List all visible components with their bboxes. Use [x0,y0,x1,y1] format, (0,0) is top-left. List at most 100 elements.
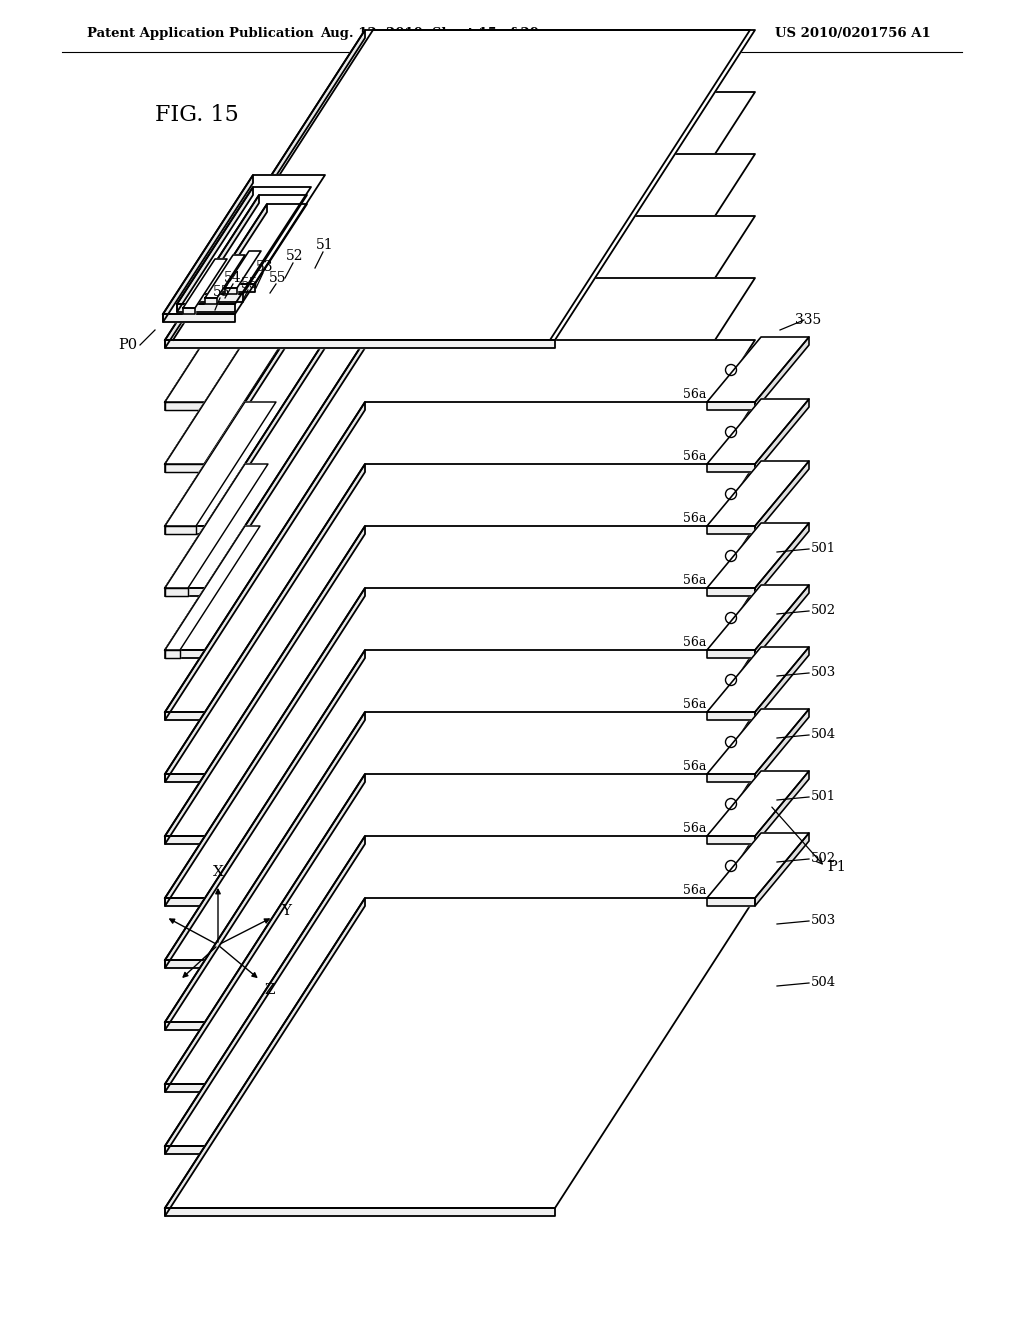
Polygon shape [165,92,365,411]
Polygon shape [707,836,755,843]
Polygon shape [755,771,809,843]
Polygon shape [165,774,365,1092]
Text: Z: Z [265,983,275,997]
Polygon shape [755,523,809,597]
Polygon shape [165,341,284,465]
Polygon shape [165,649,365,968]
Polygon shape [165,525,196,535]
Text: 56a: 56a [683,388,707,400]
Polygon shape [165,1084,555,1092]
Polygon shape [165,587,555,597]
Text: 55: 55 [213,285,230,300]
Text: 55: 55 [269,271,287,285]
Polygon shape [707,337,809,403]
Polygon shape [165,279,292,403]
Polygon shape [165,30,365,348]
Polygon shape [195,195,307,294]
Polygon shape [707,403,755,411]
Polygon shape [165,465,204,473]
Text: 56a: 56a [683,759,707,772]
Text: 56a: 56a [683,511,707,524]
Polygon shape [165,649,180,657]
Polygon shape [165,525,365,843]
Polygon shape [165,341,555,348]
Polygon shape [165,216,755,525]
Polygon shape [165,465,268,587]
Polygon shape [707,711,755,719]
Polygon shape [165,774,755,1084]
Polygon shape [165,649,555,657]
Polygon shape [165,154,365,473]
Polygon shape [165,711,365,1030]
Polygon shape [755,833,809,906]
Text: 52: 52 [287,249,304,263]
Polygon shape [707,833,809,898]
Polygon shape [225,251,261,288]
Polygon shape [165,154,755,465]
Polygon shape [755,461,809,535]
Text: 502: 502 [811,605,837,618]
Text: 501: 501 [811,543,837,556]
Polygon shape [165,403,555,411]
Polygon shape [165,898,555,906]
Polygon shape [165,898,755,1208]
Polygon shape [707,585,809,649]
Polygon shape [707,525,755,535]
Polygon shape [165,587,188,597]
Polygon shape [177,187,253,312]
Polygon shape [165,403,365,719]
Polygon shape [165,836,555,843]
Text: US 2010/0201756 A1: US 2010/0201756 A1 [775,26,931,40]
Polygon shape [165,465,555,473]
Polygon shape [205,255,245,298]
Polygon shape [707,774,755,781]
Polygon shape [707,523,809,587]
Polygon shape [163,176,253,322]
Polygon shape [215,284,255,292]
Polygon shape [165,30,755,341]
Polygon shape [165,279,365,597]
Text: Aug. 12, 2010  Sheet 15 of 29: Aug. 12, 2010 Sheet 15 of 29 [321,26,540,40]
Text: 56a: 56a [683,450,707,462]
Text: 53: 53 [256,260,273,275]
Polygon shape [177,304,234,312]
Polygon shape [165,711,755,1022]
Polygon shape [755,585,809,657]
Polygon shape [165,279,755,587]
Polygon shape [165,341,365,657]
Polygon shape [215,205,267,292]
Text: 56a: 56a [683,697,707,710]
Text: 504: 504 [811,729,837,742]
Polygon shape [755,337,809,411]
Polygon shape [755,399,809,473]
Text: 51: 51 [316,238,334,252]
Polygon shape [707,898,755,906]
Polygon shape [707,465,755,473]
Polygon shape [165,403,212,411]
Text: Y: Y [281,904,291,917]
Text: 54: 54 [224,271,242,285]
Polygon shape [165,774,555,781]
Text: Patent Application Publication: Patent Application Publication [87,26,313,40]
Polygon shape [165,898,365,1216]
Polygon shape [755,647,809,719]
Text: 504: 504 [811,977,837,990]
Text: 55: 55 [242,277,259,290]
Polygon shape [225,288,237,294]
Polygon shape [165,587,365,906]
Polygon shape [165,711,555,719]
Polygon shape [165,836,755,1146]
Polygon shape [707,461,809,525]
Polygon shape [707,647,809,711]
Text: 502: 502 [811,853,837,866]
Polygon shape [165,465,755,774]
Text: 56a: 56a [683,883,707,896]
Polygon shape [177,187,311,304]
Text: 503: 503 [811,915,837,928]
Text: X: X [213,865,223,879]
Polygon shape [195,195,259,302]
Polygon shape [165,341,755,649]
Text: P0: P0 [118,338,137,352]
Text: P1: P1 [827,861,846,874]
Polygon shape [165,587,755,898]
